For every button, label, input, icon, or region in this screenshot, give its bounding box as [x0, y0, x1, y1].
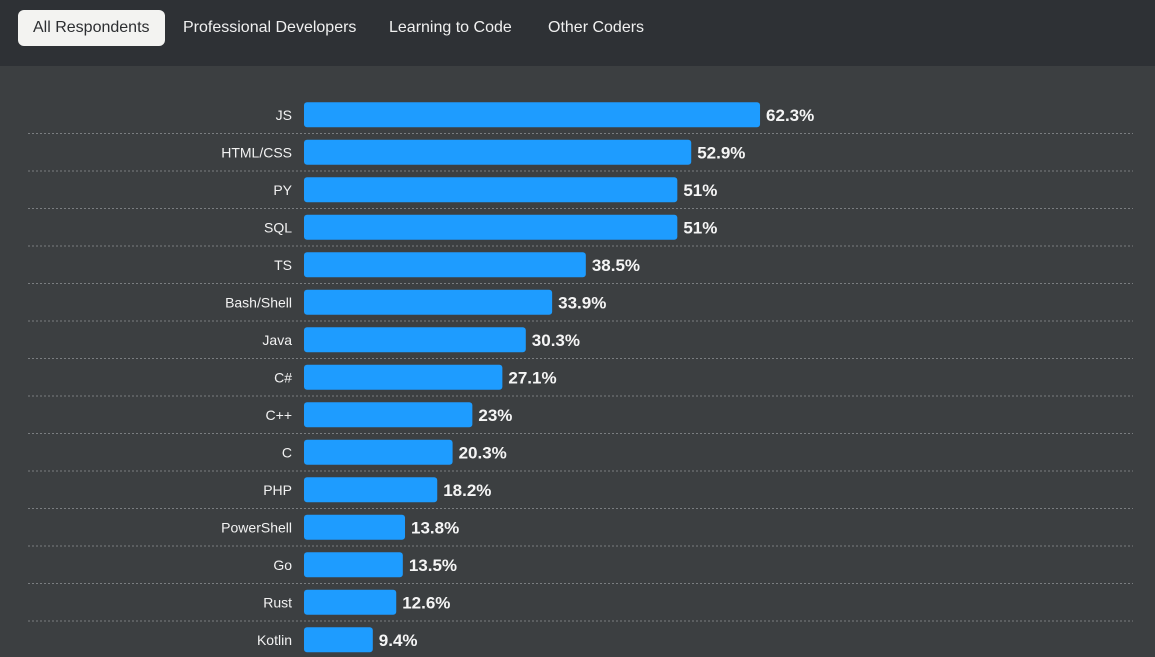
- bar[interactable]: [304, 327, 526, 353]
- value-label: 30.3%: [532, 331, 580, 350]
- category-label: C: [282, 444, 292, 460]
- tab-professional-developers[interactable]: Professional Developers: [183, 19, 357, 36]
- value-label: 23%: [478, 406, 512, 425]
- category-label: JS: [276, 107, 292, 123]
- value-label: 62.3%: [766, 106, 814, 125]
- tab-other-coders[interactable]: Other Coders: [548, 19, 645, 36]
- value-label: 13.5%: [409, 556, 457, 575]
- category-label: PY: [273, 182, 292, 198]
- bar[interactable]: [304, 627, 373, 653]
- category-label: C++: [266, 407, 292, 423]
- tab-all-respondents[interactable]: All Respondents: [18, 10, 165, 46]
- category-label: Java: [262, 332, 292, 348]
- category-label: PowerShell: [221, 519, 292, 535]
- category-label: HTML/CSS: [221, 144, 292, 160]
- bar[interactable]: [304, 514, 406, 540]
- bar[interactable]: [304, 552, 403, 578]
- category-label: Bash/Shell: [225, 294, 292, 310]
- category-label: Rust: [263, 594, 292, 610]
- value-label: 12.6%: [402, 593, 450, 612]
- bar[interactable]: [304, 364, 503, 390]
- bar[interactable]: [304, 139, 692, 165]
- category-label: SQL: [264, 219, 292, 235]
- bar[interactable]: [304, 589, 397, 615]
- value-label: 18.2%: [443, 481, 491, 500]
- category-label: Kotlin: [257, 632, 292, 648]
- category-label: Go: [273, 557, 292, 573]
- value-label: 51%: [683, 218, 717, 237]
- value-label: 38.5%: [592, 256, 640, 275]
- category-label: C#: [274, 369, 292, 385]
- tab-learning-to-code[interactable]: Learning to Code: [389, 19, 512, 36]
- language-bar-chart: JS 62.3% HTML/CSS 52.9% PY 51% SQL 51% TS 38.5% Ba…: [28, 102, 1133, 653]
- value-label: 9.4%: [379, 631, 418, 650]
- bar[interactable]: [304, 439, 453, 465]
- bar[interactable]: [304, 214, 678, 240]
- category-label: TS: [274, 257, 292, 273]
- bar[interactable]: [304, 177, 678, 203]
- bar[interactable]: [304, 289, 553, 315]
- respondent-tab-bar: All Respondents Professional Developers …: [0, 0, 1155, 66]
- value-label: 33.9%: [558, 293, 606, 312]
- value-label: 20.3%: [459, 443, 507, 462]
- bar[interactable]: [304, 477, 438, 503]
- bar[interactable]: [304, 252, 586, 278]
- value-label: 52.9%: [697, 143, 745, 162]
- category-label: PHP: [263, 482, 292, 498]
- value-label: 27.1%: [508, 368, 556, 387]
- value-label: 51%: [683, 181, 717, 200]
- value-label: 13.8%: [411, 518, 459, 537]
- bar[interactable]: [304, 402, 473, 428]
- bar[interactable]: [304, 102, 761, 128]
